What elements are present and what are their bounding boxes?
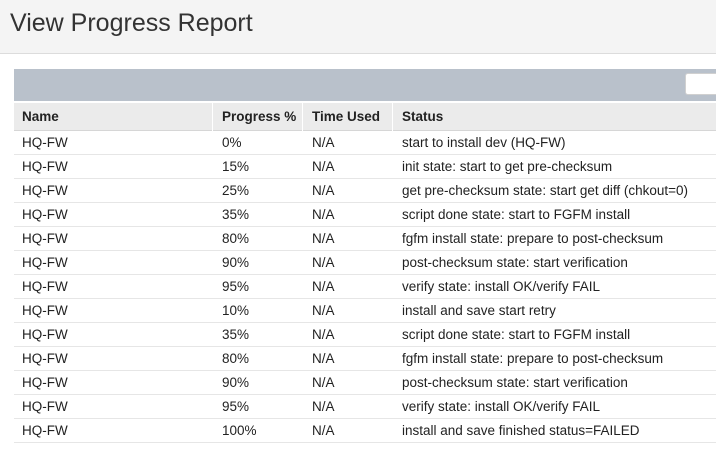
cell-status: verify state: install OK/verify FAIL <box>402 399 601 414</box>
cell-progress: 90% <box>222 375 250 390</box>
column-header-name[interactable]: Name <box>22 109 59 124</box>
cell-status: start to install dev (HQ-FW) <box>402 135 566 150</box>
cell-status: script done state: start to FGFM install <box>402 207 631 222</box>
table-row[interactable]: HQ-FW 10% N/A install and save start retry <box>14 299 716 323</box>
cell-time-used: N/A <box>312 399 335 414</box>
table-row[interactable]: HQ-FW 0% N/A start to install dev (HQ-FW) <box>14 131 716 155</box>
cell-progress: 95% <box>222 279 250 294</box>
cell-time-used: N/A <box>312 423 335 438</box>
table-row[interactable]: HQ-FW 35% N/A script done state: start to F… <box>14 203 716 227</box>
cell-time-used: N/A <box>312 231 335 246</box>
cell-name: HQ-FW <box>22 183 68 198</box>
cell-status: verify state: install OK/verify FAIL <box>402 279 601 294</box>
cell-name: HQ-FW <box>22 423 68 438</box>
table-row[interactable]: HQ-FW 15% N/A init state: start to get pre-… <box>14 155 716 179</box>
table-row[interactable]: HQ-FW 100% N/A install and save finished st… <box>14 419 716 443</box>
table-header: Name Progress % Time Used Status <box>14 103 716 131</box>
table-body: HQ-FW 0% N/A start to install dev (HQ-FW) HQ… <box>14 131 716 443</box>
cell-time-used: N/A <box>312 279 335 294</box>
column-divider[interactable] <box>302 103 303 131</box>
cell-name: HQ-FW <box>22 303 68 318</box>
cell-name: HQ-FW <box>22 135 68 150</box>
cell-progress: 90% <box>222 255 250 270</box>
cell-progress: 25% <box>222 183 250 198</box>
cell-time-used: N/A <box>312 183 335 198</box>
column-divider[interactable] <box>392 103 393 131</box>
column-header-progress[interactable]: Progress % <box>222 109 297 124</box>
cell-time-used: N/A <box>312 303 335 318</box>
cell-status: post-checksum state: start verification <box>402 375 628 390</box>
cell-status: install and save start retry <box>402 303 556 318</box>
cell-name: HQ-FW <box>22 399 68 414</box>
table-row[interactable]: HQ-FW 35% N/A script done state: start to F… <box>14 323 716 347</box>
cell-name: HQ-FW <box>22 159 68 174</box>
cell-name: HQ-FW <box>22 279 68 294</box>
table-row[interactable]: HQ-FW 80% N/A fgfm install state: prepare t… <box>14 227 716 251</box>
cell-status: post-checksum state: start verification <box>402 255 628 270</box>
cell-time-used: N/A <box>312 375 335 390</box>
cell-progress: 10% <box>222 303 250 318</box>
search-input[interactable] <box>685 73 716 95</box>
table-row[interactable]: HQ-FW 95% N/A verify state: install OK/veri… <box>14 275 716 299</box>
cell-progress: 0% <box>222 135 242 150</box>
cell-name: HQ-FW <box>22 207 68 222</box>
cell-name: HQ-FW <box>22 231 68 246</box>
column-header-status[interactable]: Status <box>402 109 444 124</box>
cell-status: init state: start to get pre-checksum <box>402 159 613 174</box>
cell-status: fgfm install state: prepare to post-chec… <box>402 351 664 366</box>
cell-time-used: N/A <box>312 351 335 366</box>
table-row[interactable]: HQ-FW 80% N/A fgfm install state: prepare t… <box>14 347 716 371</box>
cell-name: HQ-FW <box>22 351 68 366</box>
cell-progress: 15% <box>222 159 250 174</box>
cell-time-used: N/A <box>312 135 335 150</box>
cell-name: HQ-FW <box>22 255 68 270</box>
cell-name: HQ-FW <box>22 327 68 342</box>
cell-progress: 80% <box>222 351 250 366</box>
cell-time-used: N/A <box>312 159 335 174</box>
cell-status: fgfm install state: prepare to post-chec… <box>402 231 664 246</box>
page-title: View Progress Report <box>10 9 253 37</box>
cell-time-used: N/A <box>312 255 335 270</box>
cell-status: install and save finished status=FAILED <box>402 423 640 438</box>
column-header-time-used[interactable]: Time Used <box>312 109 381 124</box>
cell-time-used: N/A <box>312 207 335 222</box>
cell-progress: 80% <box>222 231 250 246</box>
dialog-header: View Progress Report <box>0 0 716 54</box>
cell-name: HQ-FW <box>22 375 68 390</box>
cell-progress: 95% <box>222 399 250 414</box>
cell-status: get pre-checksum state: start get diff (… <box>402 183 689 198</box>
table-row[interactable]: HQ-FW 25% N/A get pre-checksum state: start… <box>14 179 716 203</box>
table-row[interactable]: HQ-FW 90% N/A post-checksum state: start ve… <box>14 371 716 395</box>
table-row[interactable]: HQ-FW 90% N/A post-checksum state: start ve… <box>14 251 716 275</box>
cell-progress: 35% <box>222 207 250 222</box>
column-divider[interactable] <box>212 103 213 131</box>
cell-time-used: N/A <box>312 327 335 342</box>
table-row[interactable]: HQ-FW 95% N/A verify state: install OK/veri… <box>14 395 716 419</box>
progress-table: Name Progress % Time Used Status HQ-FW 0%… <box>14 103 716 443</box>
cell-progress: 35% <box>222 327 250 342</box>
table-toolbar <box>14 69 716 101</box>
cell-status: script done state: start to FGFM install <box>402 327 631 342</box>
cell-progress: 100% <box>222 423 257 438</box>
